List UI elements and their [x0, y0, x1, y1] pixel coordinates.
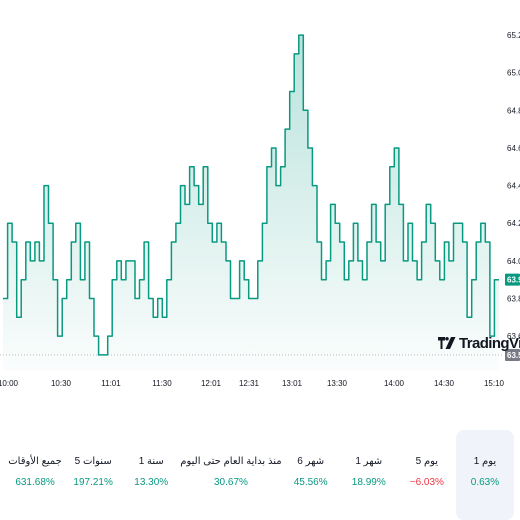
period-change: 0.63% — [470, 477, 500, 488]
price-area-fill — [3, 35, 499, 370]
y-axis-tick-label: 65.0 — [507, 69, 520, 78]
period-tab[interactable]: 6 شهر 45.56% — [282, 430, 340, 520]
x-axis-tick-label: 11:30 — [152, 379, 172, 388]
y-axis-tick-label: 64.8 — [507, 106, 520, 115]
previous-close-tag: 63.5 — [507, 351, 520, 360]
period-tab[interactable]: جميع الأوقات 631.68% — [6, 430, 64, 520]
x-axis-tick-label: 14:30 — [434, 379, 455, 388]
period-change: 197.21% — [73, 477, 113, 488]
y-axis-tick-label: 63.8 — [507, 294, 520, 303]
period-tab[interactable]: 5 سنوات 197.21% — [64, 430, 122, 520]
period-selector: 1 يوم 0.63% 5 يوم −6.03% 1 شهر 18.99% 6 شهر 45.… — [0, 430, 520, 520]
previous-close-tag-bg — [505, 348, 520, 361]
x-axis-tick-label: 14:00 — [384, 379, 405, 388]
current-price-tag: 63.9 — [507, 276, 520, 285]
x-axis-tick-label: 10:30 — [51, 379, 72, 388]
period-tab[interactable]: منذ بداية العام حتى اليوم 30.67% — [180, 430, 281, 520]
period-tab[interactable]: 1 شهر 18.99% — [340, 430, 398, 520]
x-axis-tick-label: 12:01 — [201, 379, 222, 388]
period-label: 1 شهر — [355, 456, 383, 467]
price-line — [3, 34, 499, 356]
price-chart-svg[interactable]: 63.6 63.8 64.0 64.2 64.4 64.6 64.8 65.0 65.2 63.5… — [0, 0, 520, 405]
period-change: 18.99% — [351, 477, 386, 488]
period-tab[interactable]: 1 سنة 13.30% — [122, 430, 180, 520]
period-tab[interactable]: 1 يوم 0.63% — [455, 430, 514, 520]
x-axis-tick-label: 13:30 — [327, 379, 348, 388]
x-axis-tick-label: 13:01 — [282, 379, 303, 388]
x-axis-tick-label: 12:31 — [239, 379, 260, 388]
y-axis-tick-label: 64.4 — [507, 182, 520, 191]
y-axis-tick-label: 64.2 — [507, 219, 520, 228]
period-change: 45.56% — [293, 477, 328, 488]
period-tab[interactable]: 5 يوم −6.03% — [398, 430, 456, 520]
x-axis-tick-label: 11:01 — [101, 379, 121, 388]
tradingview-logo-text: TradingView — [459, 334, 520, 352]
current-price-tag-bg — [505, 273, 520, 286]
y-axis-tick-label: 63.6 — [507, 332, 520, 341]
period-label: 1 سنة — [138, 456, 164, 467]
tradingview-logo[interactable]: TradingView — [438, 331, 520, 355]
period-label: 1 يوم — [473, 456, 497, 467]
period-label: منذ بداية العام حتى اليوم — [180, 456, 282, 467]
period-change: 30.67% — [214, 477, 248, 488]
period-label: 6 شهر — [297, 456, 325, 467]
x-axis-tick-label: 10:00 — [0, 379, 19, 388]
y-axis-tick-label: 64.0 — [507, 257, 520, 266]
period-label: 5 سنوات — [74, 456, 112, 467]
period-change: −6.03% — [409, 477, 444, 488]
x-axis-tick-label: 15:10 — [484, 379, 505, 388]
tradingview-logo-icon — [438, 337, 456, 349]
y-axis-tick-label: 65.2 — [507, 31, 520, 40]
period-change: 13.30% — [134, 477, 169, 488]
period-label: 5 يوم — [415, 456, 439, 467]
period-label: جميع الأوقات — [8, 456, 62, 467]
period-change: 631.68% — [15, 477, 55, 488]
price-chart[interactable]: 63.6 63.8 64.0 64.2 64.4 64.6 64.8 65.0 65.2 63.5… — [0, 0, 520, 405]
y-axis-tick-label: 64.6 — [507, 144, 520, 153]
